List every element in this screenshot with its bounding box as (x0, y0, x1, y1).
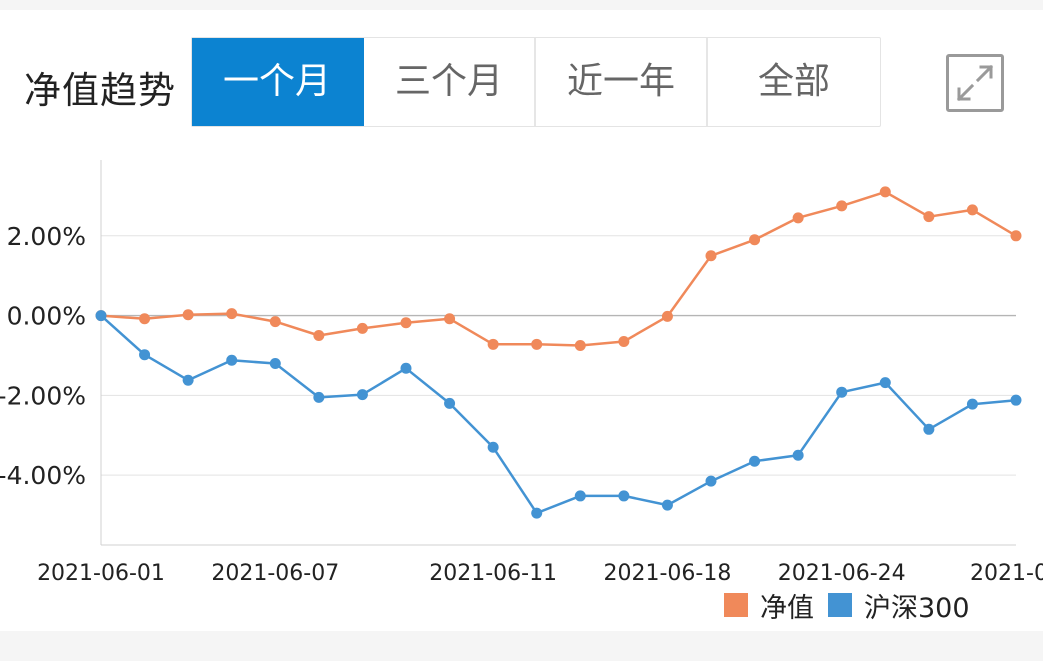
data-point-index (836, 386, 848, 398)
data-point-index (182, 374, 194, 386)
legend-swatch-nav (724, 593, 748, 617)
data-point-nav (313, 330, 325, 342)
data-point-nav (531, 338, 543, 350)
data-point-index (269, 357, 281, 369)
x-tick-label: 2021-07 (970, 561, 1043, 586)
series-line-index (100, 314, 1017, 515)
data-point-index (139, 349, 151, 361)
expand-icon (956, 64, 994, 102)
legend-item-index: 沪深300 (828, 586, 970, 625)
data-point-nav (574, 340, 586, 352)
data-point-index (749, 455, 761, 467)
x-tick-label: 2021-06-24 (778, 561, 906, 586)
data-point-index (313, 391, 325, 403)
data-point-nav (618, 336, 630, 348)
data-point-index (400, 362, 412, 374)
chart-legend: 净值 沪深300 (724, 590, 984, 624)
y-tick-label: -2.00% (0, 381, 86, 410)
data-point-index (705, 475, 717, 487)
data-point-nav (792, 212, 804, 224)
data-point-index (356, 389, 368, 401)
data-point-nav (836, 200, 848, 212)
x-tick-label: 2021-06-01 (37, 561, 165, 586)
data-point-index (618, 490, 630, 502)
tab-one-year[interactable]: 近一年 (536, 38, 708, 126)
period-tabs: 一个月 三个月 近一年 全部 (191, 37, 881, 127)
tab-one-month[interactable]: 一个月 (192, 38, 364, 126)
data-point-index (574, 490, 586, 502)
chart-panel: 净值趋势 一个月 三个月 近一年 全部 (0, 10, 1043, 631)
data-point-nav (226, 308, 238, 320)
series-line-nav (100, 190, 1017, 347)
legend-label-index: 沪深300 (864, 592, 970, 624)
y-tick-label: 2.00% (7, 222, 86, 251)
data-point-nav (1010, 230, 1022, 242)
data-point-index (661, 499, 673, 511)
data-point-nav (444, 313, 456, 325)
data-point-nav (400, 317, 412, 329)
data-point-nav (923, 211, 935, 223)
data-point-nav (269, 316, 281, 328)
legend-label-nav: 净值 (760, 592, 814, 624)
legend-swatch-index (828, 593, 852, 617)
data-point-nav (661, 310, 673, 322)
data-point-index (792, 449, 804, 461)
x-tick-label: 2021-06-11 (429, 561, 557, 586)
data-point-index (487, 441, 499, 453)
data-point-nav (749, 234, 761, 246)
y-tick-label: -4.00% (0, 461, 86, 490)
line-chart: 2.00% 0.00% -2.00% -4.00% 2021-06-01 2021-06-… (0, 160, 1043, 586)
data-point-index (923, 423, 935, 435)
legend-item-nav: 净值 (724, 586, 814, 625)
data-point-index (226, 354, 238, 366)
data-point-index (1010, 394, 1022, 406)
data-point-nav (487, 338, 499, 350)
tab-three-months[interactable]: 三个月 (364, 38, 536, 126)
tab-all[interactable]: 全部 (757, 61, 830, 102)
data-point-nav (182, 309, 194, 321)
x-tick-label: 2021-06-18 (603, 561, 731, 586)
data-point-index (879, 377, 891, 389)
expand-button[interactable] (946, 54, 1004, 112)
data-point-nav (879, 186, 891, 198)
data-point-nav (966, 204, 978, 216)
data-point-nav (705, 250, 717, 262)
data-point-index (444, 397, 456, 409)
data-point-nav (356, 322, 368, 334)
x-tick-label: 2021-06-07 (211, 561, 339, 586)
data-point-index (95, 310, 107, 322)
page-title: 净值趋势 (24, 69, 176, 112)
data-point-index (531, 507, 543, 519)
data-point-nav (139, 313, 151, 325)
y-tick-label: 0.00% (7, 302, 86, 331)
data-point-index (966, 398, 978, 410)
